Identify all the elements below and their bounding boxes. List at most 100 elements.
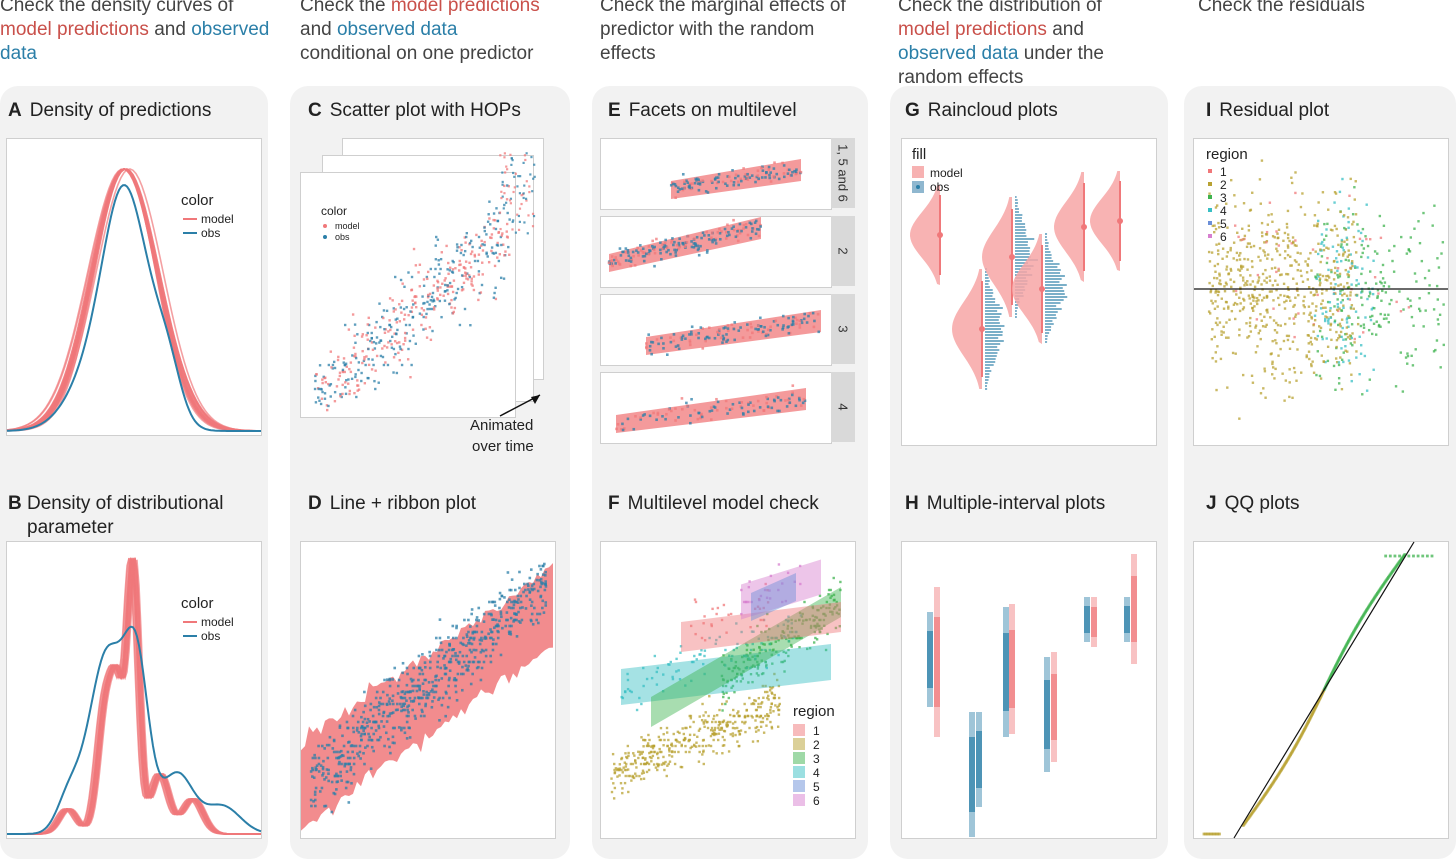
residual-point (1319, 260, 1322, 264)
residual-point (1385, 317, 1388, 320)
facet-point (703, 234, 706, 237)
facet-point (739, 177, 743, 181)
residual-point (1339, 335, 1342, 339)
residual-point (1270, 290, 1273, 293)
obs-point (470, 650, 473, 654)
region-point (775, 678, 779, 682)
residual-point (1320, 255, 1324, 258)
residual-point (1247, 229, 1251, 232)
facet-point (681, 188, 685, 192)
facet-point (692, 237, 696, 240)
region-point (732, 666, 736, 670)
obs-point (327, 404, 330, 408)
residual-point (1282, 282, 1286, 286)
residual-point (1377, 325, 1381, 328)
residual-point (1365, 389, 1369, 392)
obs-point (352, 762, 356, 766)
obs-point (509, 588, 513, 592)
model-point (426, 270, 430, 274)
obs-point (434, 678, 438, 682)
obs-point (346, 726, 349, 730)
panel-b-plot: color model obs (6, 541, 262, 839)
obs-point (407, 347, 410, 351)
residual-point (1277, 244, 1281, 247)
header-col-3: Check the marginal effects of predictor … (600, 0, 846, 64)
residual-point (1337, 243, 1340, 247)
obs-point (489, 628, 492, 631)
region-point (832, 607, 836, 610)
obs-point (484, 636, 488, 639)
facet-point (750, 222, 753, 226)
region-point (826, 632, 829, 636)
facet-point (707, 238, 711, 241)
facet-point (727, 175, 731, 179)
residual-point (1340, 347, 1343, 350)
residual-point (1364, 235, 1367, 238)
residual-point (1321, 299, 1324, 302)
obs-point (466, 669, 470, 672)
residual-point (1288, 368, 1291, 371)
facet-point (781, 161, 784, 165)
obs-point (372, 732, 376, 736)
region-point (731, 726, 735, 730)
obs-point (360, 371, 363, 375)
residual-point (1251, 381, 1255, 384)
residual-point (1350, 260, 1354, 263)
model-median (1009, 254, 1015, 260)
facet-2-svg (607, 217, 762, 272)
obs-point (317, 396, 320, 399)
model-point (341, 383, 344, 387)
interval-inner (976, 731, 982, 788)
residual-point (1379, 280, 1382, 284)
residual-point (1307, 257, 1310, 260)
residual-point (1358, 237, 1362, 241)
residual-point (1354, 213, 1358, 216)
facet-point (711, 240, 714, 244)
obs-point (418, 688, 421, 692)
obs-point (455, 626, 458, 630)
facet-point (610, 259, 613, 263)
region-point (703, 725, 706, 729)
residual-point (1326, 274, 1330, 278)
obs-point (359, 734, 363, 738)
residual-point (1334, 388, 1337, 392)
model-point (363, 358, 366, 361)
residual-point (1380, 282, 1383, 285)
facet-point (813, 319, 816, 323)
facet-strip-1: 1, 5 and 6 (831, 138, 855, 208)
region-point (632, 752, 635, 755)
model-point (348, 367, 351, 371)
region-point (763, 588, 767, 592)
residual-point (1249, 245, 1253, 249)
region-point (720, 674, 724, 678)
region-point (707, 714, 710, 718)
region-point (708, 636, 711, 640)
residual-point (1322, 306, 1325, 310)
obs-point (386, 363, 390, 367)
obs-point (461, 654, 465, 658)
obs-point (467, 660, 471, 664)
residual-point (1239, 251, 1242, 255)
obs-point (342, 744, 346, 748)
obs-point (454, 690, 458, 694)
model-point (395, 321, 399, 324)
residual-point (1318, 277, 1322, 280)
residual-point (1242, 306, 1246, 309)
facet-point (688, 333, 691, 336)
region-point (700, 636, 704, 640)
model-point (457, 269, 461, 272)
facet-point (734, 176, 737, 180)
residual-point (1350, 283, 1353, 286)
facet-point (660, 336, 663, 340)
region-point (770, 636, 773, 640)
region-point (665, 726, 669, 730)
model-point (392, 356, 396, 359)
region-point (642, 745, 645, 748)
region-point (643, 762, 646, 766)
obs-point (452, 636, 455, 640)
facet-point (766, 397, 770, 401)
obs-point (460, 243, 463, 247)
region-point (736, 740, 739, 743)
residual-point (1292, 317, 1295, 320)
facet-point (686, 181, 690, 184)
